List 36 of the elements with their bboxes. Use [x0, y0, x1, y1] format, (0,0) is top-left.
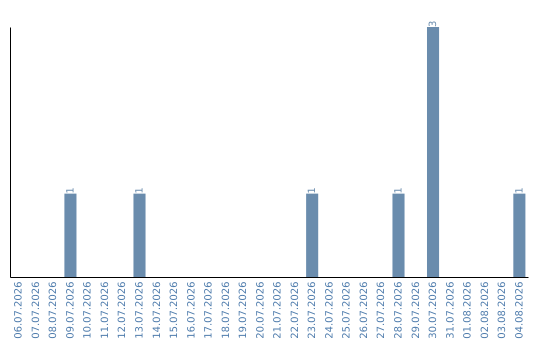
data-label: 1: [65, 187, 76, 194]
x-tick-label: 18.07.2026: [220, 282, 232, 339]
x-tick-label: 02.08.2026: [480, 282, 491, 339]
x-tick-label: 25.07.2026: [342, 282, 353, 339]
data-label: 1: [514, 187, 526, 194]
x-tick-label: 29.07.2026: [410, 282, 422, 339]
data-label: 3: [428, 20, 440, 27]
x-tick-label: 16.07.2026: [186, 282, 198, 339]
x-tick-label: 10.07.2026: [82, 282, 94, 339]
x-tick-label: 14.07.2026: [152, 282, 163, 339]
x-tick-label: 24.07.2026: [324, 282, 336, 339]
x-tick-label: 06.07.2026: [14, 282, 25, 339]
x-tick-label: 07.07.2026: [30, 282, 42, 339]
x-tick-label: 15.07.2026: [169, 282, 180, 339]
x-tick-label: 21.07.2026: [272, 282, 284, 339]
x-tick-label: 19.07.2026: [238, 282, 250, 339]
x-tick-label: 23.07.2026: [307, 282, 318, 339]
x-tick-label: 03.08.2026: [497, 282, 508, 339]
x-tick-label: 27.07.2026: [376, 282, 388, 339]
x-tick-label: 22.07.2026: [290, 282, 301, 339]
x-tick-label: 30.07.2026: [428, 282, 440, 339]
x-tick-label: 08.07.2026: [48, 282, 60, 339]
x-tick-label: 11.07.2026: [100, 282, 111, 339]
x-tick-label: 12.07.2026: [117, 282, 128, 339]
data-label: 1: [307, 187, 318, 194]
x-tick-label: 13.07.2026: [134, 282, 146, 339]
data-label: 1: [394, 187, 404, 194]
x-tick-label: 26.07.2026: [358, 282, 370, 339]
x-tick-label: 01.08.2026: [462, 282, 474, 339]
x-tick-label: 31.07.2026: [445, 282, 456, 339]
data-label: 1: [134, 187, 146, 194]
x-tick-label: 28.07.2026: [394, 282, 404, 339]
x-tick-label: 17.07.2026: [204, 282, 215, 339]
x-tick-label: 04.08.2026: [514, 282, 526, 339]
x-tick-label: 20.07.2026: [255, 282, 266, 339]
x-tick-label: 09.07.2026: [65, 282, 76, 339]
